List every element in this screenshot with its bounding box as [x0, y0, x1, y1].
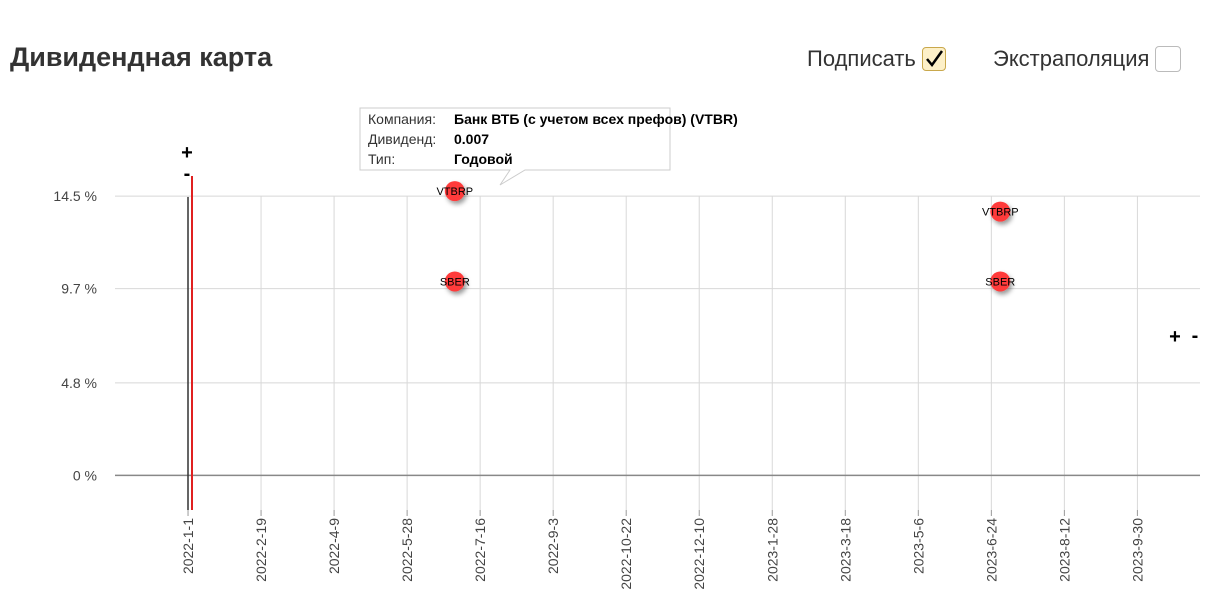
x-tick-label: 2023-8-12 [1056, 518, 1072, 582]
tooltip-key: Дивиденд: [368, 131, 436, 147]
tooltip-key: Тип: [368, 151, 395, 167]
checkbox[interactable] [1155, 46, 1182, 72]
x-tick-label: 2022-10-22 [618, 518, 634, 590]
x-tick-label: 2023-6-24 [983, 518, 999, 582]
check-icon [925, 50, 943, 68]
dividend-point [990, 201, 1011, 222]
dividend-point [990, 271, 1011, 292]
x-tick-label: 2022-7-16 [472, 518, 488, 582]
dividend-point [444, 271, 465, 292]
y-tick-label: 0 % [73, 467, 97, 483]
pan-minus[interactable]: - [1192, 325, 1199, 347]
point-label: SBER [985, 276, 1015, 288]
tooltip-value: Банк ВТБ (с учетом всех префов) (VTBR) [454, 111, 738, 127]
checkbox-checked[interactable] [921, 47, 946, 71]
page-title: Дивидендная карта [10, 42, 273, 72]
extrapolation-toggle[interactable]: Экстраполяция [993, 46, 1182, 72]
x-tick-label: 2022-9-3 [545, 518, 561, 574]
dividend-point [444, 181, 465, 202]
tooltip-value: Годовой [454, 151, 513, 167]
tooltip: Компания: Банк ВТБ (с учетом всех префов… [359, 107, 738, 186]
x-tick-label: 2023-1-28 [764, 518, 780, 582]
x-tick-label: 2022-12-10 [691, 518, 707, 590]
tooltip-value: 0.007 [454, 131, 489, 147]
x-tick-label: 2022-4-9 [326, 518, 342, 574]
extrapolation-toggle-text: Экстраполяция [993, 46, 1150, 71]
zoom-plus[interactable]: + [181, 142, 193, 164]
point-label: VTBRP [436, 186, 473, 198]
x-tick-label: 2022-5-28 [399, 518, 415, 582]
point-label: SBER [440, 276, 470, 288]
pan-plus[interactable]: + [1169, 326, 1181, 348]
x-tick-label: 2023-5-6 [910, 518, 926, 574]
x-tick-label: 2022-2-19 [253, 518, 269, 582]
zoom-minus[interactable]: - [184, 163, 191, 185]
x-tick-label: 2023-9-30 [1129, 518, 1145, 582]
label-toggle[interactable]: Подписать [807, 46, 946, 72]
point-label: VTBRP [982, 207, 1019, 219]
x-tick-label: 2023-3-18 [837, 518, 853, 582]
label-toggle-text: Подписать [807, 46, 916, 71]
x-tick-label: 2022-1-1 [180, 518, 196, 574]
y-tick-label: 4.8 % [61, 375, 97, 391]
y-tick-label: 9.7 % [61, 281, 97, 297]
tooltip-key: Компания: [368, 111, 436, 127]
y-tick-label: 14.5 % [53, 188, 97, 204]
